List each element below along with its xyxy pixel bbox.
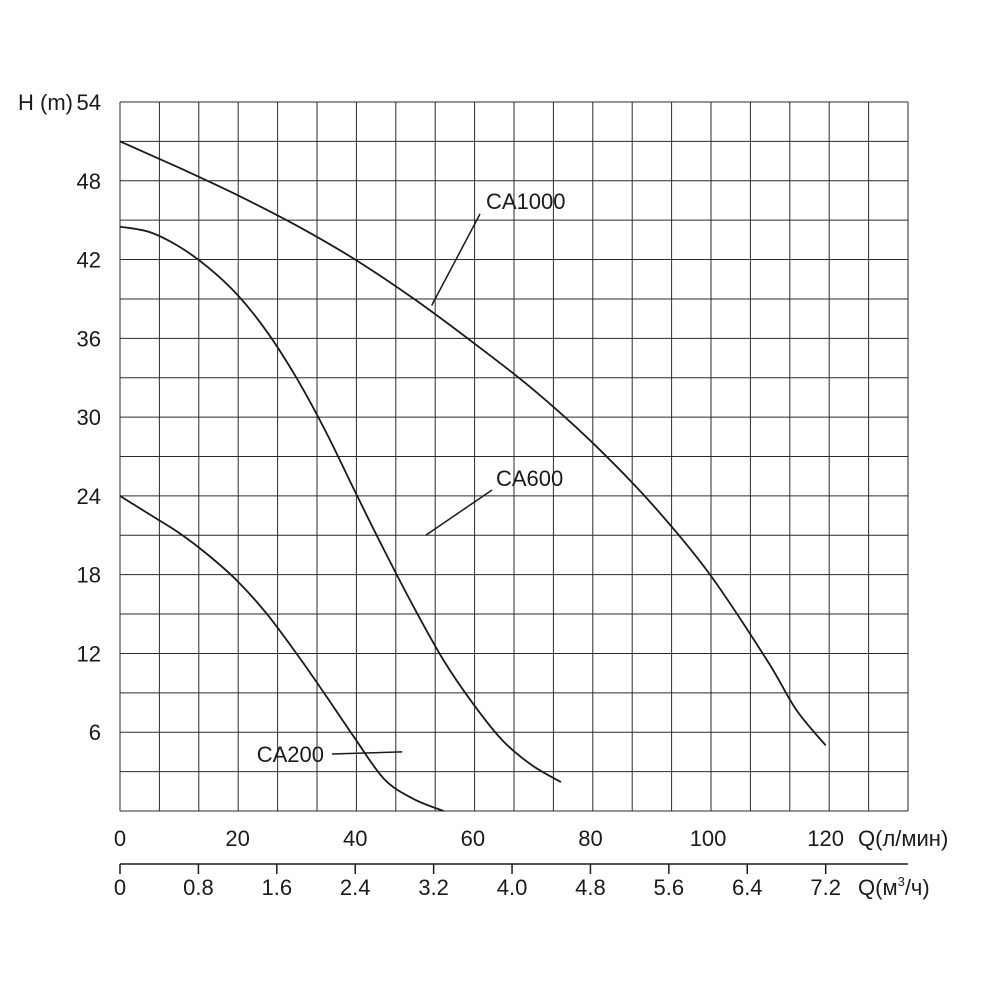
pump-curves: CA1000 CA600 CA200 bbox=[119, 140, 827, 812]
chart-grid bbox=[119, 101, 909, 812]
x-secondary-tick-label: 4.0 bbox=[497, 875, 528, 900]
y-tick-label: 36 bbox=[77, 326, 101, 351]
series-line-ca600 bbox=[119, 225, 562, 783]
x-primary-tick-label: 120 bbox=[807, 826, 844, 851]
x-secondary-tick-label: 3.2 bbox=[418, 875, 449, 900]
x-secondary-tick-label: 1.6 bbox=[262, 875, 293, 900]
y-tick-label: 48 bbox=[77, 169, 101, 194]
x-secondary-tick-label: 0 bbox=[114, 875, 126, 900]
x-primary-tick-label: 40 bbox=[343, 826, 367, 851]
y-axis-label: H (m) bbox=[18, 90, 73, 115]
x-secondary-tick-label: 5.6 bbox=[654, 875, 685, 900]
x-axis-secondary: Q(м3/ч) 0 0.8 1.6 2.4 3.2 4.0 4.8 5.6 6.4 7.2 bbox=[114, 863, 930, 900]
y-tick-label: 42 bbox=[77, 248, 101, 273]
y-axis: H (m) 6 12 18 24 30 36 42 48 54 bbox=[18, 90, 101, 745]
y-tick-label: 12 bbox=[77, 641, 101, 666]
y-tick-label: 30 bbox=[77, 405, 101, 430]
x-axis-primary-label: Q(л/мин) bbox=[858, 826, 948, 851]
y-tick-label: 24 bbox=[77, 484, 101, 509]
y-tick-label: 18 bbox=[77, 563, 101, 588]
x-primary-tick-label: 60 bbox=[461, 826, 485, 851]
x-primary-tick-label: 80 bbox=[578, 826, 602, 851]
series-label-ca200: CA200 bbox=[257, 742, 324, 767]
x-primary-tick-label: 0 bbox=[114, 826, 126, 851]
series-label-ca600: CA600 bbox=[496, 466, 563, 491]
x-primary-tick-label: 20 bbox=[225, 826, 249, 851]
x-secondary-tick-label: 4.8 bbox=[575, 875, 606, 900]
y-tick-label: 6 bbox=[89, 720, 101, 745]
series-label-leader bbox=[431, 213, 481, 306]
y-tick-label: 54 bbox=[77, 90, 101, 115]
x-secondary-tick-label: 6.4 bbox=[732, 875, 763, 900]
series-label-ca1000: CA1000 bbox=[486, 189, 566, 214]
x-axis-secondary-label: Q(м3/ч) bbox=[858, 874, 930, 900]
series-line-ca1000 bbox=[119, 140, 827, 746]
series-line-ca200 bbox=[119, 495, 444, 812]
x-primary-tick-label: 100 bbox=[690, 826, 727, 851]
x-secondary-tick-label: 7.2 bbox=[810, 875, 841, 900]
x-axis-primary: Q(л/мин) 0 20 40 60 80 100 120 bbox=[114, 826, 948, 851]
x-secondary-tick-label: 2.4 bbox=[340, 875, 371, 900]
x-secondary-tick-label: 0.8 bbox=[183, 875, 214, 900]
series-label-leader bbox=[425, 489, 493, 536]
series-label-leader bbox=[331, 751, 403, 755]
